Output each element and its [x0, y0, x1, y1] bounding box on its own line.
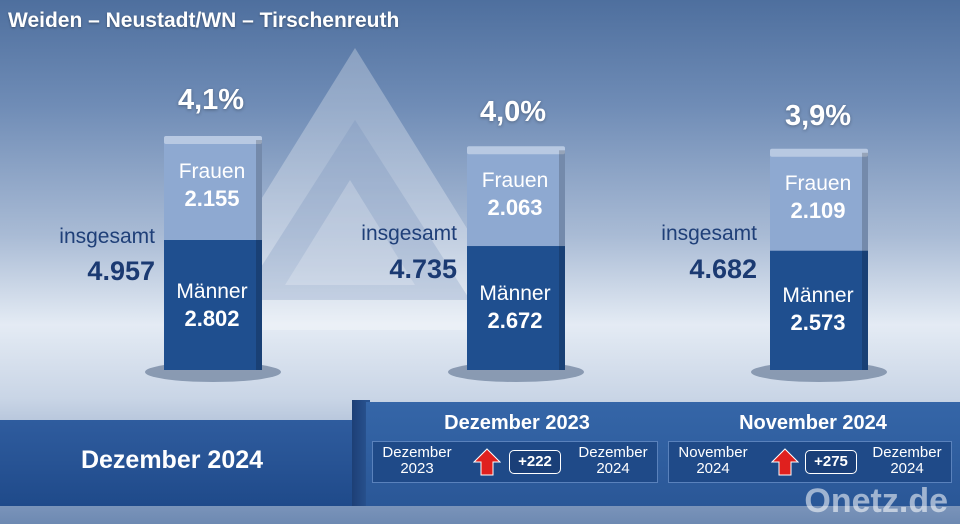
comparison-delta-0: +222 — [509, 450, 561, 474]
men-value-1: 2.672 — [487, 308, 543, 333]
comparison-from-year-1: 2024 — [696, 460, 730, 477]
bar-top-cap-2 — [770, 148, 868, 157]
women-value-0: 2.155 — [184, 186, 240, 211]
comparison-delta-1: +275 — [805, 450, 857, 474]
comparison-heading-1: November 2024 — [739, 412, 887, 434]
women-segment-text-2: Frauen 2.109 — [768, 170, 868, 225]
comparison-to-year-1: 2024 — [890, 460, 924, 477]
comparison-to-month-0: Dezember — [578, 444, 648, 461]
comparison-from-month-1: November — [678, 444, 748, 461]
bar-men-0 — [164, 239, 262, 370]
women-segment-text-1: Frauen 2.063 — [465, 167, 565, 222]
women-label-1: Frauen — [481, 169, 549, 192]
total-value-2: 4.682 — [689, 254, 757, 284]
men-segment-text-1: Männer 2.672 — [465, 280, 565, 335]
comparison-from-year-0: 2023 — [400, 460, 434, 477]
red-up-arrow-icon — [771, 448, 799, 476]
comparison-heading-0: Dezember 2023 — [444, 412, 590, 434]
bar-side-shade-2 — [862, 152, 868, 370]
total-value-1: 4.735 — [389, 254, 457, 284]
total-label-2: insgesamt — [661, 222, 757, 245]
rate-label-2: 3,9% — [784, 100, 852, 132]
bar-top-cap-1 — [467, 146, 565, 155]
bar-women-0 — [164, 139, 262, 240]
onetz-logo-text: Onetz.de — [804, 482, 948, 520]
comparison-box-1: November 2024 +275 Dezember 2024 — [668, 441, 952, 483]
region-title: Weiden – Neustadt/WN – Tirschenreuth — [8, 9, 400, 32]
men-label-2: Männer — [782, 284, 854, 307]
current-period-bar — [0, 420, 352, 506]
onetz-logo: Onetz.de — [804, 482, 948, 520]
comparison-box-0: Dezember 2023 +222 Dezember 2024 — [372, 441, 658, 483]
men-label-0: Männer — [176, 280, 248, 303]
comparison-from-1: November 2024 — [671, 445, 755, 477]
men-value-0: 2.802 — [184, 306, 240, 331]
total-value-0: 4.957 — [87, 256, 155, 286]
bar-top-cap-0 — [164, 135, 262, 144]
men-segment-text-0: Männer 2.802 — [162, 278, 262, 333]
women-value-2: 2.109 — [790, 198, 846, 223]
red-up-arrow-icon — [473, 448, 501, 476]
total-label-1: insgesamt — [361, 222, 457, 245]
total-label-0: insgesamt — [59, 225, 155, 248]
bar-women-2 — [770, 152, 868, 251]
women-label-2: Frauen — [784, 172, 852, 195]
bar-women-1 — [467, 150, 565, 247]
bar-men-2 — [770, 250, 868, 370]
men-label-1: Männer — [479, 282, 551, 305]
men-segment-text-2: Männer 2.573 — [768, 282, 868, 337]
men-value-2: 2.573 — [790, 310, 846, 335]
comparison-to-1: Dezember 2024 — [865, 445, 949, 477]
women-value-1: 2.063 — [487, 195, 543, 220]
bar-side-shade-1 — [559, 150, 565, 370]
comparison-from-0: Dezember 2023 — [375, 445, 459, 477]
women-label-0: Frauen — [178, 160, 246, 183]
bar-side-shade-0 — [256, 139, 262, 370]
rate-label-1: 4,0% — [479, 96, 547, 128]
comparison-to-0: Dezember 2024 — [571, 445, 655, 477]
current-period-label: Dezember 2024 — [80, 446, 264, 474]
comparison-to-year-0: 2024 — [596, 460, 630, 477]
bar-men-1 — [467, 246, 565, 370]
women-segment-text-0: Frauen 2.155 — [162, 158, 262, 213]
rate-label-0: 4,1% — [177, 84, 245, 116]
comparison-from-month-0: Dezember — [382, 444, 452, 461]
comparison-to-month-1: Dezember — [872, 444, 942, 461]
base-step-divider — [352, 400, 370, 506]
